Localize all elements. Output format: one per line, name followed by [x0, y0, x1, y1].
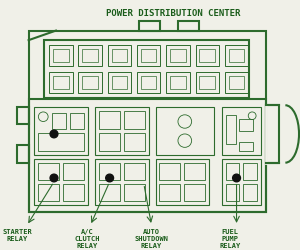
Bar: [95, 159, 149, 205]
Bar: [108, 72, 131, 94]
Bar: [141, 76, 157, 90]
Bar: [99, 184, 120, 201]
Bar: [63, 163, 84, 180]
Bar: [159, 163, 180, 180]
Bar: [139, 22, 160, 32]
Bar: [170, 76, 186, 90]
Bar: [239, 142, 253, 152]
Bar: [226, 163, 239, 180]
Bar: [137, 72, 160, 94]
Bar: [99, 112, 120, 130]
Bar: [178, 22, 200, 32]
Text: POWER DISTRIBUTION CENTER: POWER DISTRIBUTION CENTER: [106, 8, 240, 18]
Bar: [196, 46, 219, 67]
Bar: [226, 184, 239, 201]
Bar: [200, 76, 215, 90]
Bar: [155, 159, 209, 205]
Bar: [222, 159, 261, 205]
Bar: [78, 46, 102, 67]
Bar: [112, 50, 127, 63]
Bar: [49, 46, 73, 67]
Bar: [141, 50, 157, 63]
Bar: [239, 119, 253, 132]
Bar: [52, 114, 66, 130]
Bar: [108, 46, 131, 67]
Bar: [170, 50, 186, 63]
Circle shape: [50, 130, 58, 138]
Bar: [166, 72, 190, 94]
Bar: [200, 50, 215, 63]
Bar: [243, 163, 257, 180]
Bar: [137, 46, 160, 67]
Bar: [17, 146, 28, 163]
Bar: [38, 134, 84, 152]
Bar: [124, 163, 145, 180]
Text: FUEL
PUMP
RELAY: FUEL PUMP RELAY: [219, 228, 240, 248]
Bar: [124, 184, 145, 201]
Bar: [28, 100, 266, 212]
Bar: [34, 159, 88, 205]
Bar: [225, 46, 248, 67]
Bar: [53, 50, 69, 63]
Bar: [196, 72, 219, 94]
Bar: [34, 108, 88, 156]
Text: A/C
CLUTCH
RELAY: A/C CLUTCH RELAY: [74, 228, 100, 248]
Bar: [78, 72, 102, 94]
Bar: [38, 163, 59, 180]
Bar: [99, 134, 120, 152]
Bar: [184, 184, 205, 201]
Bar: [155, 108, 214, 156]
Bar: [112, 76, 127, 90]
Bar: [63, 184, 84, 201]
Bar: [99, 163, 120, 180]
Bar: [38, 184, 59, 201]
Bar: [95, 108, 149, 156]
Bar: [17, 108, 28, 125]
Bar: [53, 76, 69, 90]
Bar: [166, 46, 190, 67]
Circle shape: [232, 174, 240, 182]
Circle shape: [50, 174, 58, 182]
Bar: [266, 106, 280, 163]
Text: AUTO
SHUTDOWN
RELAY: AUTO SHUTDOWN RELAY: [135, 228, 169, 248]
Bar: [124, 112, 145, 130]
Text: STARTER
RELAY: STARTER RELAY: [2, 228, 32, 241]
Bar: [124, 134, 145, 152]
Bar: [44, 41, 249, 98]
Bar: [229, 50, 244, 63]
Bar: [226, 115, 236, 144]
Bar: [28, 32, 266, 212]
Bar: [82, 76, 98, 90]
Bar: [243, 184, 257, 201]
Bar: [225, 72, 248, 94]
Bar: [70, 114, 84, 130]
Bar: [184, 163, 205, 180]
Bar: [229, 76, 244, 90]
Circle shape: [106, 174, 113, 182]
Bar: [49, 72, 73, 94]
Bar: [82, 50, 98, 63]
Bar: [159, 184, 180, 201]
Bar: [222, 108, 261, 156]
